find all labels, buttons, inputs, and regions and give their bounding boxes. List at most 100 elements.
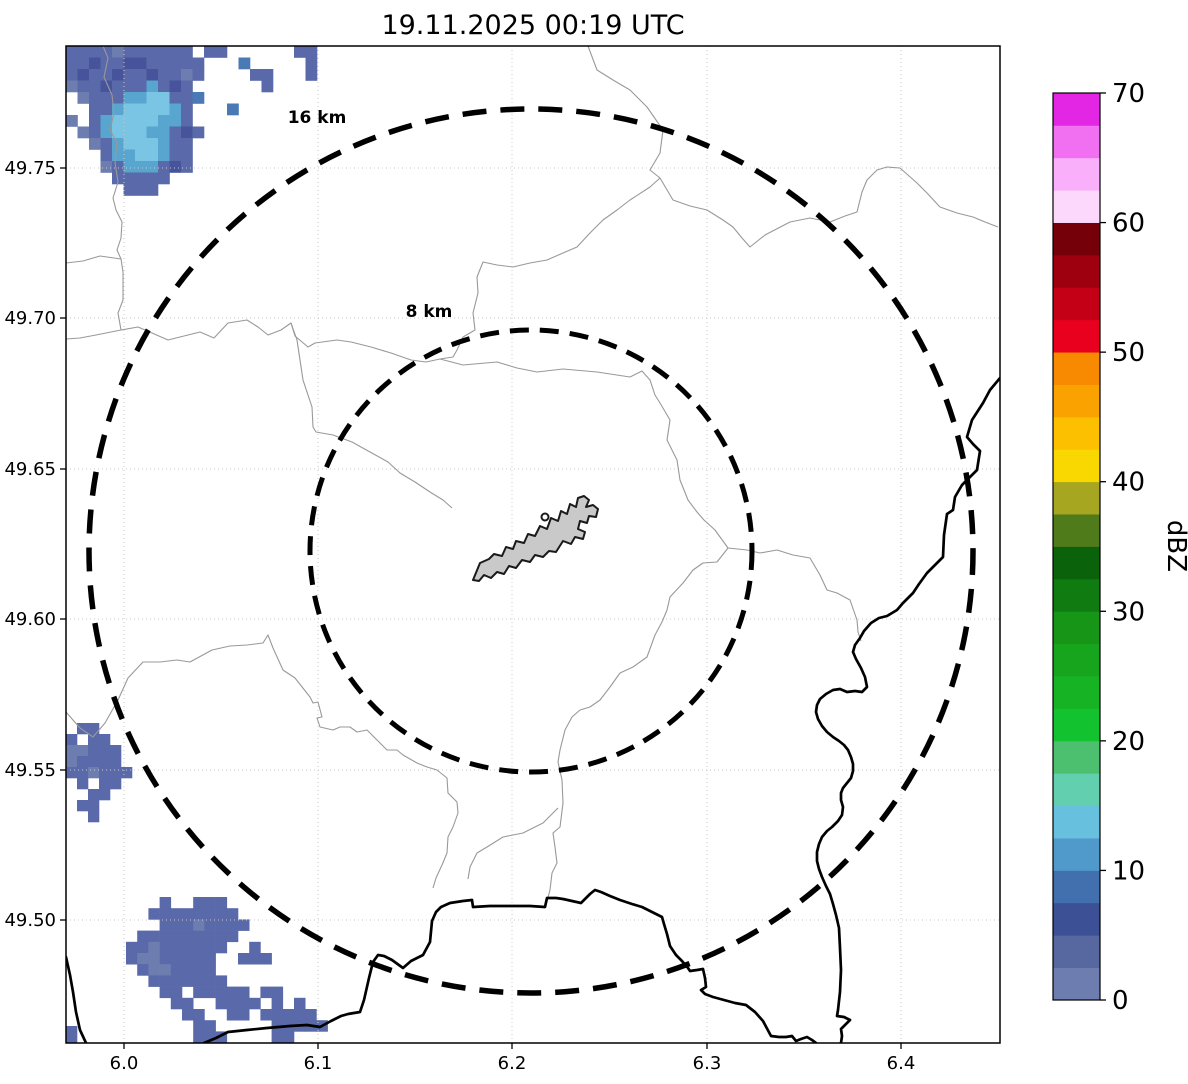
radar-echo-cell bbox=[226, 919, 239, 931]
colorbar-segment bbox=[1053, 449, 1100, 483]
radar-echo-cell bbox=[159, 986, 172, 999]
radar-echo-cell bbox=[193, 986, 205, 999]
radar-echo-cell bbox=[204, 986, 216, 999]
radar-echo-cell bbox=[204, 953, 216, 965]
radar-echo-cell bbox=[77, 767, 89, 779]
radar-echo-cell bbox=[181, 80, 193, 93]
radar-echo-cell bbox=[182, 941, 194, 954]
radar-echo-cell bbox=[238, 919, 250, 931]
colorbar-segment bbox=[1053, 643, 1100, 677]
colorbar-segment bbox=[1053, 125, 1100, 159]
radar-echo-cell bbox=[170, 908, 183, 920]
radar-echo-cell bbox=[158, 46, 170, 58]
colorbar-segment bbox=[1053, 222, 1100, 256]
radar-echo-cell bbox=[158, 138, 170, 150]
radar-echo-cell bbox=[250, 69, 262, 81]
radar-echo-cell bbox=[126, 941, 138, 954]
radar-echo-cell bbox=[193, 1031, 205, 1043]
radar-echo-cell bbox=[169, 115, 182, 127]
radar-echo-cell bbox=[66, 756, 78, 768]
radar-echo-cell bbox=[182, 919, 194, 931]
colorbar-tick-label: 30 bbox=[1112, 597, 1145, 627]
radar-echo-cell bbox=[215, 986, 228, 999]
radar-site-marker bbox=[540, 512, 550, 522]
radar-echo-cell bbox=[135, 80, 147, 93]
radar-echo-cell bbox=[215, 897, 228, 909]
y-tick-label: 49.75 bbox=[4, 158, 56, 179]
colorbar-segment bbox=[1053, 319, 1100, 353]
radar-echo-cell bbox=[271, 997, 284, 1010]
radar-echo-cell bbox=[192, 92, 205, 104]
radar-echo-cell bbox=[215, 997, 228, 1010]
radar-echo-cell bbox=[169, 126, 182, 139]
range-ring-labels: 8 km 16 km bbox=[288, 108, 453, 322]
radar-echo-cell bbox=[158, 149, 170, 162]
radar-echo-cell bbox=[193, 919, 205, 931]
colorbar: 0 10 20 30 40 50 60 70 dBZ bbox=[1052, 79, 1188, 1016]
radar-echo-cell bbox=[66, 1037, 78, 1043]
radar-echo-cell bbox=[137, 930, 149, 943]
radar-echo-cell bbox=[100, 69, 113, 81]
admin-boundary-line bbox=[727, 547, 862, 642]
colorbar-tick-label: 0 bbox=[1112, 986, 1129, 1016]
radar-echo-cell bbox=[181, 103, 193, 116]
colorbar-segment bbox=[1053, 611, 1100, 645]
colorbar-segment bbox=[1053, 578, 1100, 612]
radar-echo-cell bbox=[169, 103, 182, 116]
colorbar-segment bbox=[1053, 190, 1100, 223]
country-border-line bbox=[814, 376, 1000, 1043]
radar-echo-cell bbox=[148, 930, 160, 943]
radar-echo-cell bbox=[146, 115, 159, 127]
colorbar-axis-label: dBZ bbox=[1161, 520, 1188, 572]
radar-echo-cell bbox=[148, 975, 160, 987]
radar-echo-cell bbox=[89, 103, 101, 116]
radar-echo-cell bbox=[215, 930, 228, 943]
radar-echo-cell bbox=[226, 986, 239, 999]
radar-echo-cell bbox=[135, 184, 147, 196]
radar-echo-cell bbox=[146, 184, 159, 196]
radar-echo-cell bbox=[159, 897, 172, 909]
radar-echo-cell bbox=[158, 103, 170, 116]
radar-echo-cell bbox=[88, 789, 100, 801]
radar-echo-cell bbox=[77, 69, 90, 81]
colorbar-segment bbox=[1053, 514, 1100, 547]
radar-echo-cell bbox=[135, 149, 147, 162]
radar-echo-cell bbox=[100, 115, 113, 127]
radar-echo-cell bbox=[110, 756, 122, 768]
radar-echo-cell bbox=[193, 941, 205, 954]
radar-echo-cell bbox=[170, 930, 183, 943]
radar-echo-cell bbox=[100, 80, 113, 93]
radar-echo-cell bbox=[99, 756, 111, 768]
radar-echo-cell bbox=[249, 941, 261, 954]
radar-echo-cell bbox=[100, 46, 113, 58]
radar-echo-cell bbox=[66, 767, 78, 779]
radar-echo-cell bbox=[137, 953, 149, 965]
radar-echo-cell bbox=[260, 953, 272, 965]
map-panel bbox=[66, 46, 1000, 1043]
radar-echo-cell bbox=[158, 172, 170, 185]
radar-echo-cell bbox=[88, 723, 100, 735]
radar-echo-cell bbox=[66, 115, 78, 127]
radar-echo-cell bbox=[77, 80, 90, 93]
radar-echo-cell bbox=[260, 1009, 272, 1021]
radar-echo-cell bbox=[204, 1020, 216, 1032]
radar-echo-cell bbox=[181, 115, 193, 127]
colorbar-segment bbox=[1053, 287, 1100, 321]
radar-echo-cell bbox=[204, 919, 216, 931]
radar-echo-cell bbox=[148, 908, 160, 920]
radar-echo-cell bbox=[169, 80, 182, 93]
radar-echo-cell bbox=[226, 908, 239, 920]
radar-echo-cell bbox=[158, 115, 170, 127]
radar-echo-cell bbox=[137, 941, 149, 954]
colorbar-tick-label: 10 bbox=[1112, 856, 1145, 886]
radar-echo-cell bbox=[112, 57, 124, 70]
radar-echo-cell bbox=[181, 161, 193, 173]
radar-echo-cell bbox=[137, 964, 149, 976]
radar-echo-cell bbox=[170, 941, 183, 954]
radar-echo-cell bbox=[249, 953, 261, 965]
radar-echo-cell bbox=[159, 964, 172, 976]
radar-echo-cell bbox=[193, 930, 205, 943]
radar-echo-cell bbox=[100, 103, 113, 116]
radar-echo-cell bbox=[66, 80, 78, 93]
